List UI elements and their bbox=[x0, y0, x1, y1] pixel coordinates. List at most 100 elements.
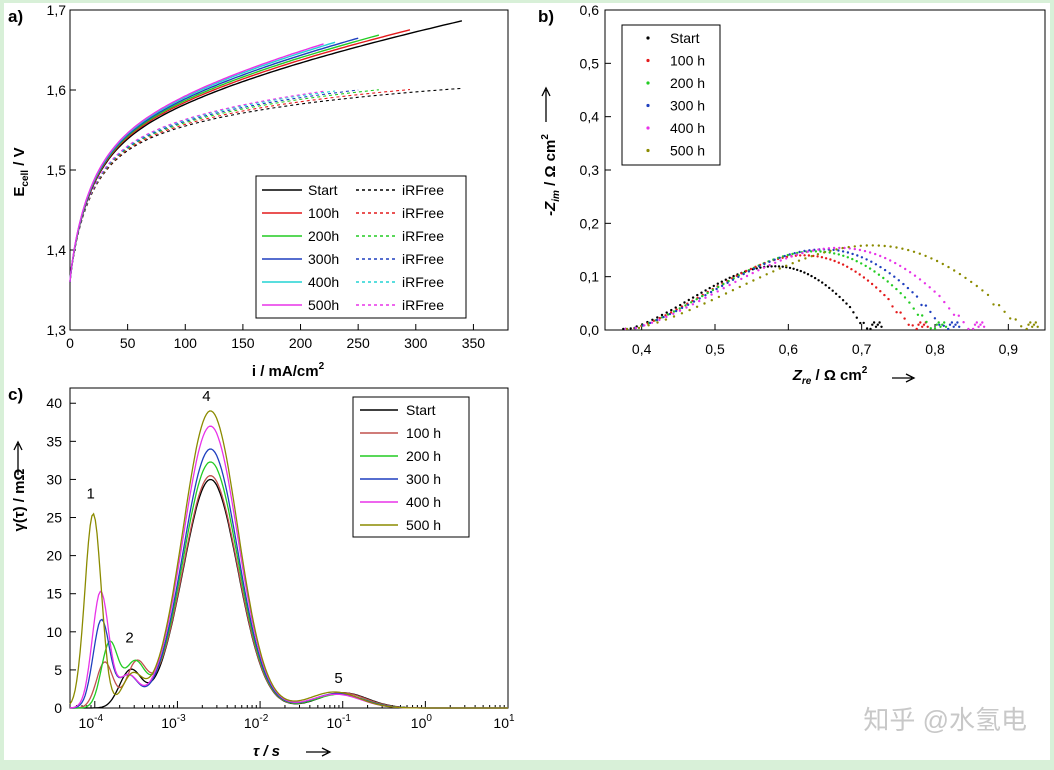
panel-b-data-point bbox=[731, 289, 735, 292]
panel-c-x-arrow bbox=[306, 747, 332, 757]
panel-b-data-point bbox=[829, 249, 832, 252]
panel-b-data-point bbox=[709, 290, 713, 294]
panel-b-data-point bbox=[853, 247, 856, 251]
panel-b-x-arrow bbox=[892, 373, 916, 383]
panel-b-data-point bbox=[706, 291, 709, 295]
panel-b-data-point bbox=[742, 272, 745, 276]
panel-b-data-point bbox=[732, 274, 735, 278]
panel-c-plot-frame bbox=[69, 387, 509, 709]
panel-b-data-point bbox=[810, 255, 813, 258]
panel-b-y-tick-label: 0,3 bbox=[580, 162, 600, 178]
panel-b-data-point bbox=[648, 321, 652, 325]
panel-a-legend-irfree-label: iRFree bbox=[402, 297, 444, 313]
panel-b-data-point bbox=[766, 265, 770, 268]
panel-b-data-point bbox=[768, 263, 771, 267]
panel-b-data-point bbox=[801, 251, 804, 255]
panel-b-data-point bbox=[883, 244, 886, 248]
panel-b-data-point bbox=[933, 290, 936, 293]
panel-b-data-point bbox=[728, 283, 731, 287]
panel-b-data-point bbox=[907, 248, 910, 252]
panel-b-data-point bbox=[758, 276, 762, 279]
panel-a-x-tick-label: 50 bbox=[120, 335, 136, 351]
panel-b-data-point bbox=[774, 265, 777, 268]
panel-b-data-point bbox=[889, 259, 892, 262]
panel-b-data-point bbox=[691, 296, 695, 299]
panel-b-data-point bbox=[804, 257, 807, 260]
panel-b-legend-swatch bbox=[646, 81, 650, 85]
panel-b-data-point bbox=[908, 271, 912, 274]
panel-a-legend-label: 300h bbox=[308, 251, 339, 267]
panel-b-legend-label: 200 h bbox=[670, 75, 705, 91]
panel-b-data-point bbox=[747, 270, 751, 273]
panel-b-data-point bbox=[904, 267, 907, 271]
panel-b-data-point bbox=[726, 281, 729, 284]
panel-b-data-point bbox=[816, 255, 819, 258]
panel-b-data-point bbox=[929, 327, 932, 330]
panel-b-data-point bbox=[924, 254, 927, 258]
panel-a-x-tick-label: 250 bbox=[346, 335, 370, 351]
panel-b-data-point bbox=[865, 244, 868, 247]
panel-b-data-point bbox=[665, 315, 668, 319]
panel-b-data-point bbox=[678, 307, 681, 310]
panel-b-data-point bbox=[915, 295, 919, 298]
panel-b-data-point bbox=[846, 265, 849, 268]
panel-b-x-tick-label: 0,9 bbox=[999, 341, 1019, 357]
panel-b-data-point bbox=[842, 254, 845, 257]
panel-b-data-point bbox=[862, 276, 866, 279]
panel-b-data-point bbox=[833, 252, 836, 255]
panel-b-data-point bbox=[731, 278, 735, 281]
panel-b-data-point bbox=[643, 324, 646, 327]
panel-b-data-point bbox=[852, 311, 855, 314]
panel-b-legend-swatch bbox=[646, 36, 650, 40]
panel-b-data-point bbox=[720, 280, 723, 283]
panel-c-label: c) bbox=[8, 385, 23, 404]
panel-b-legend: Start 100 h 200 h 300 h 400 h 500 h bbox=[621, 24, 721, 166]
panel-b-data-point bbox=[752, 279, 755, 282]
panel-b-data-point bbox=[745, 269, 748, 273]
panel-b-data-point bbox=[882, 276, 885, 280]
panel-b-data-point bbox=[829, 258, 832, 261]
panel-b-data-point bbox=[884, 256, 887, 260]
panel-b-data-point bbox=[912, 307, 915, 310]
panel-b-data-point bbox=[956, 321, 959, 324]
panel-a-legend-irfree-label: iRFree bbox=[402, 251, 444, 267]
panel-b-data-point bbox=[708, 286, 711, 290]
panel-b-data-point bbox=[832, 246, 836, 250]
panel-b-data-point bbox=[873, 270, 876, 273]
panel-b-data-point bbox=[895, 311, 898, 314]
panel-a-x-axis-label: i / mA/cm2 bbox=[252, 361, 325, 380]
panel-b-data-point bbox=[929, 310, 932, 314]
panel-b-data-point bbox=[948, 307, 951, 310]
panel-b-data-point bbox=[785, 264, 788, 267]
panel-b-data-point bbox=[908, 301, 911, 304]
panel-b-data-point bbox=[833, 259, 836, 263]
panel-b-data-point bbox=[899, 311, 902, 314]
panel-a-legend-irfree-label: iRFree bbox=[402, 182, 444, 198]
panel-b-data-point bbox=[889, 245, 892, 248]
panel-b-data-point bbox=[1014, 318, 1017, 321]
panel-b-data-point bbox=[1034, 321, 1038, 324]
panel-b-data-point bbox=[690, 301, 693, 304]
panel-b-data-point bbox=[1036, 325, 1039, 328]
panel-b-data-point bbox=[943, 300, 946, 304]
panel-b: b) 0,4 0,5 0,6 0,7 0,8 0,9 0,0 0,1 0,2 0,3 0,4 0,5 0… bbox=[538, 2, 1046, 387]
panel-b-data-point bbox=[877, 244, 880, 247]
panel-b-data-point bbox=[745, 274, 749, 278]
panel-b-data-point bbox=[788, 266, 792, 270]
panel-c-peak-label: 4 bbox=[202, 388, 210, 405]
panel-b-data-point bbox=[942, 324, 945, 327]
panel-b-data-point bbox=[807, 254, 811, 257]
panel-c-x-tick-label: 100 bbox=[411, 713, 433, 731]
panel-b-data-point bbox=[853, 245, 856, 248]
panel-b-data-point bbox=[704, 296, 707, 299]
panel-b-data-point bbox=[816, 253, 820, 256]
panel-b-data-point bbox=[698, 299, 701, 303]
panel-b-data-point bbox=[887, 297, 890, 301]
panel-b-x-tick-label: 0,5 bbox=[705, 341, 725, 357]
panel-a-x-tick-label: 200 bbox=[289, 335, 313, 351]
panel-c-x-tick-label: 10-3 bbox=[161, 713, 186, 731]
panel-b-data-point bbox=[915, 327, 918, 331]
panel-b-data-point bbox=[895, 287, 898, 291]
panel-b-data-point bbox=[967, 327, 970, 331]
panel-b-data-point bbox=[954, 323, 957, 326]
